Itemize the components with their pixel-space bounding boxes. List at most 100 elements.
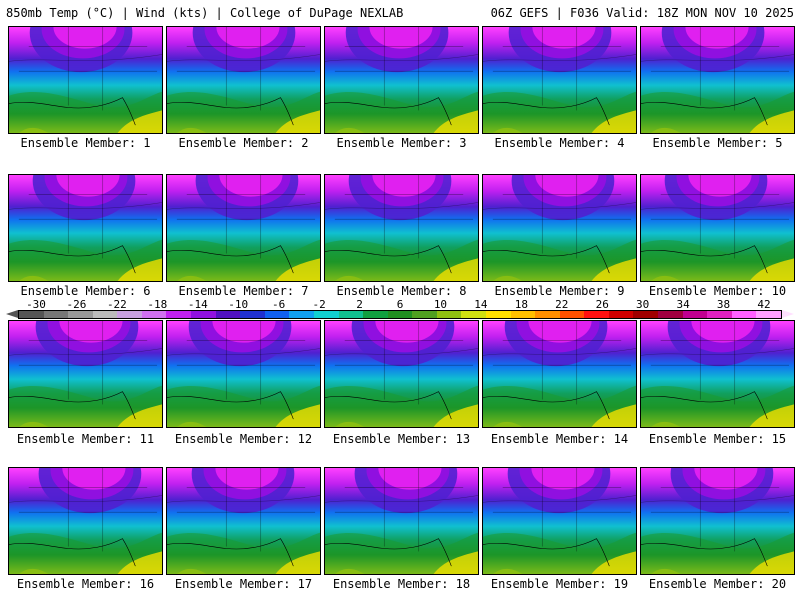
colorbar-swatch: [191, 311, 216, 318]
colorbar-swatch: [608, 311, 634, 318]
model-valid-time: 06Z GEFS | F036 Valid: 18Z MON NOV 10 20…: [490, 6, 794, 20]
temperature-map: [483, 468, 636, 574]
colorbar-swatch: [485, 311, 511, 318]
ensemble-member-label: Ensemble Member: 16: [16, 577, 155, 591]
colorbar-swatch: [707, 311, 732, 318]
ensemble-map-panel: [8, 26, 163, 134]
colorbar-swatch: [559, 311, 585, 318]
ensemble-map-panel: [324, 174, 479, 282]
colorbar-swatch: [633, 311, 659, 318]
ensemble-member-label: Ensemble Member: 1: [20, 136, 151, 150]
colorbar-swatch: [756, 311, 781, 318]
ensemble-map-panel: [8, 320, 163, 428]
temperature-map: [325, 468, 478, 574]
temperature-map: [483, 27, 636, 133]
temperature-map: [9, 321, 162, 427]
ensemble-member-label: Ensemble Member: 18: [332, 577, 471, 591]
ensemble-map-panel: [8, 174, 163, 282]
colorbar-swatch: [584, 311, 609, 318]
ensemble-map-panel: [324, 467, 479, 575]
ensemble-member-label: Ensemble Member: 5: [652, 136, 783, 150]
ensemble-member-label: Ensemble Member: 11: [16, 432, 155, 446]
colorbar-swatch: [461, 311, 486, 318]
ensemble-member-label: Ensemble Member: 6: [20, 284, 151, 298]
colorbar-swatch: [731, 311, 757, 318]
colorbar-tick-label: 26: [595, 298, 609, 311]
colorbar-tick-label: -6: [272, 298, 286, 311]
colorbar-tick-label: 22: [555, 298, 569, 311]
ensemble-map-panel: [640, 26, 795, 134]
ensemble-map-panel: [640, 174, 795, 282]
temperature-map: [641, 27, 794, 133]
ensemble-member-label: Ensemble Member: 19: [490, 577, 629, 591]
colorbar-swatch: [68, 311, 93, 318]
ensemble-map-panel: [640, 320, 795, 428]
ensemble-map-panel: [640, 467, 795, 575]
ensemble-member-label: Ensemble Member: 14: [490, 432, 629, 446]
temperature-map: [9, 175, 162, 281]
ensemble-map-panel: [324, 26, 479, 134]
ensemble-map-panel: [8, 467, 163, 575]
colorbar-tick-label: -14: [187, 298, 208, 311]
colorbar-tick-label: -30: [26, 298, 46, 311]
ensemble-member-label: Ensemble Member: 7: [178, 284, 309, 298]
ensemble-member-label: Ensemble Member: 3: [336, 136, 467, 150]
temperature-map: [167, 27, 320, 133]
colorbar-swatch: [658, 311, 683, 318]
ensemble-member-label: Ensemble Member: 17: [174, 577, 313, 591]
colorbar-swatch: [92, 311, 118, 318]
colorbar-swatch: [412, 311, 437, 318]
temperature-map: [483, 175, 636, 281]
temperature-map: [9, 468, 162, 574]
colorbar-tick-label: 34: [676, 298, 690, 311]
colorbar-tick-label: -10: [228, 298, 249, 311]
colorbar-swatch: [289, 311, 314, 318]
temperature-map: [325, 175, 478, 281]
colorbar-tick-label: 38: [716, 298, 731, 311]
ensemble-member-label: Ensemble Member: 20: [648, 577, 787, 591]
temperature-map: [641, 175, 794, 281]
ensemble-member-label: Ensemble Member: 2: [178, 136, 309, 150]
temperature-map: [9, 27, 162, 133]
colorbar-swatch: [436, 311, 462, 318]
temperature-map: [325, 27, 478, 133]
colorbar-swatch: [313, 311, 339, 318]
ensemble-member-label: Ensemble Member: 13: [332, 432, 471, 446]
colorbar-swatch: [682, 311, 708, 318]
colorbar-swatch: [387, 311, 413, 318]
ensemble-map-panel: [324, 320, 479, 428]
temperature-map: [167, 321, 320, 427]
colorbar-tick-label: -26: [66, 298, 87, 311]
colorbar-tick-label: -22: [106, 298, 127, 311]
ensemble-member-label: Ensemble Member: 10: [648, 284, 787, 298]
temperature-map: [167, 468, 320, 574]
ensemble-map-panel: [166, 174, 321, 282]
ensemble-map-panel: [482, 467, 637, 575]
colorbar-swatch: [19, 311, 44, 318]
temperature-colorbar: -30 -26 -22 -18 -14 -10 -6 -2 2 6 10 14 18 22 26 30 34 38…: [6, 298, 794, 322]
ensemble-member-label: Ensemble Member: 9: [494, 284, 625, 298]
colorbar-swatch: [166, 311, 192, 318]
colorbar-tick-label: 14: [474, 298, 488, 311]
temperature-map: [167, 175, 320, 281]
ensemble-map-panel: [166, 320, 321, 428]
colorbar-tick-label: 6: [396, 298, 404, 311]
ensemble-member-label: Ensemble Member: 8: [336, 284, 467, 298]
colorbar-tick-label: 2: [356, 298, 363, 311]
ensemble-member-label: Ensemble Member: 12: [174, 432, 313, 446]
temperature-map: [641, 468, 794, 574]
temperature-map: [483, 321, 636, 427]
colorbar-swatch: [264, 311, 290, 318]
colorbar-swatch: [43, 311, 69, 318]
colorbar-swatch: [117, 311, 142, 318]
colorbar-tick-label: 30: [636, 298, 650, 311]
colorbar-high-arrow: [782, 310, 794, 318]
ensemble-member-label: Ensemble Member: 15: [648, 432, 787, 446]
colorbar-tick-label: 10: [433, 298, 448, 311]
colorbar-tick-label: -2: [312, 298, 326, 311]
ensemble-map-panel: [166, 26, 321, 134]
ensemble-map-panel: [482, 26, 637, 134]
colorbar-swatch: [510, 311, 536, 318]
ensemble-member-label: Ensemble Member: 4: [494, 136, 625, 150]
colorbar-swatch: [535, 311, 560, 318]
